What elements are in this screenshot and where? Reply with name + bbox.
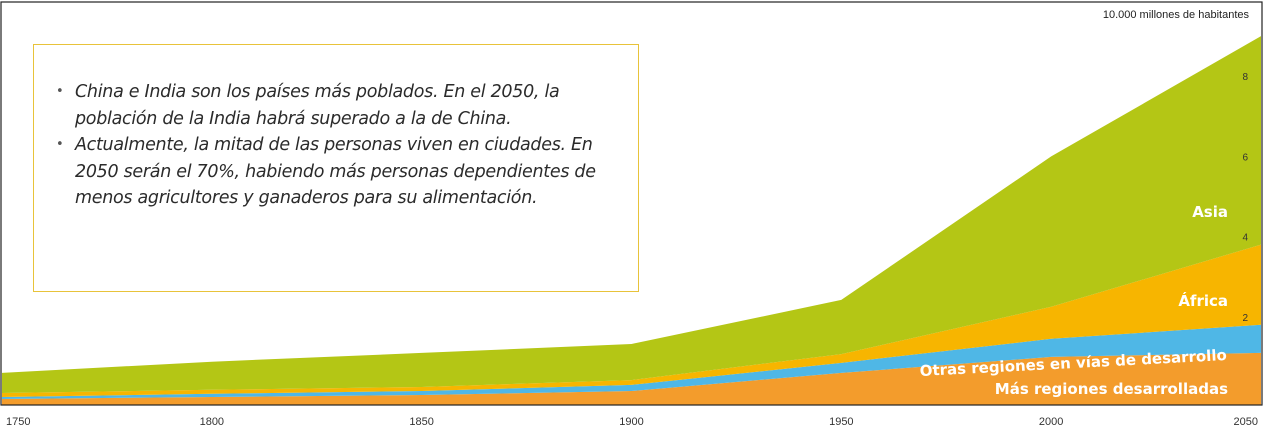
area-series-3	[2, 244, 1261, 397]
note-bullet-list: China e India son los países más poblado…	[34, 45, 638, 212]
area-series-1	[2, 352, 1261, 405]
y-tick-label-4: 4	[1242, 233, 1248, 244]
x-tick-label-2050: 2050	[1234, 416, 1258, 428]
series-label-1: Más regiones desarrolladas	[995, 380, 1228, 398]
x-tick-label-1900: 1900	[619, 416, 643, 428]
x-tick-label-1850: 1850	[409, 416, 433, 428]
note-bullet-1: China e India son los países más poblado…	[56, 79, 618, 132]
note-box: China e India son los países más poblado…	[33, 44, 639, 292]
series-label-3: África	[1178, 291, 1228, 310]
y-tick-label-8: 8	[1242, 72, 1248, 83]
area-series-4	[2, 36, 1261, 393]
y-tick-labels: 2 4 6 8	[1242, 72, 1248, 324]
series-label-4: Asia	[1192, 203, 1228, 221]
area-series-layer	[2, 36, 1261, 405]
y-tick-label-2: 2	[1242, 313, 1248, 324]
chart-frame	[0, 1, 1263, 406]
note-bullet-2: Actualmente, la mitad de las personas vi…	[56, 132, 618, 212]
x-tick-label-2000: 2000	[1039, 416, 1063, 428]
x-tick-label-1950: 1950	[829, 416, 853, 428]
x-tick-label-1750: 1750	[6, 416, 30, 428]
unit-label: 10.000 millones de habitantes	[1103, 9, 1250, 21]
x-tick-label-1800: 1800	[200, 416, 224, 428]
x-tick-labels: 1750 1800 1850 1900 1950 2000 2050	[6, 416, 1258, 428]
y-tick-label-6: 6	[1242, 152, 1248, 163]
